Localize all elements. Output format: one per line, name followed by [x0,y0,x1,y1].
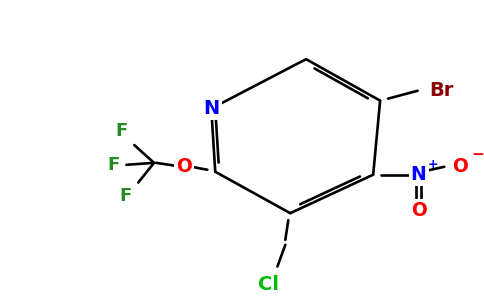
Text: Br: Br [429,81,454,100]
Text: O: O [452,157,468,176]
Text: F: F [119,188,132,206]
Text: Cl: Cl [258,275,279,294]
Text: N: N [411,165,426,184]
Text: O: O [411,201,426,220]
Text: N: N [203,99,219,118]
Text: F: F [115,122,128,140]
Text: +: + [427,158,438,171]
Text: −: − [471,147,484,162]
Text: F: F [107,156,120,174]
Text: O: O [176,157,192,176]
